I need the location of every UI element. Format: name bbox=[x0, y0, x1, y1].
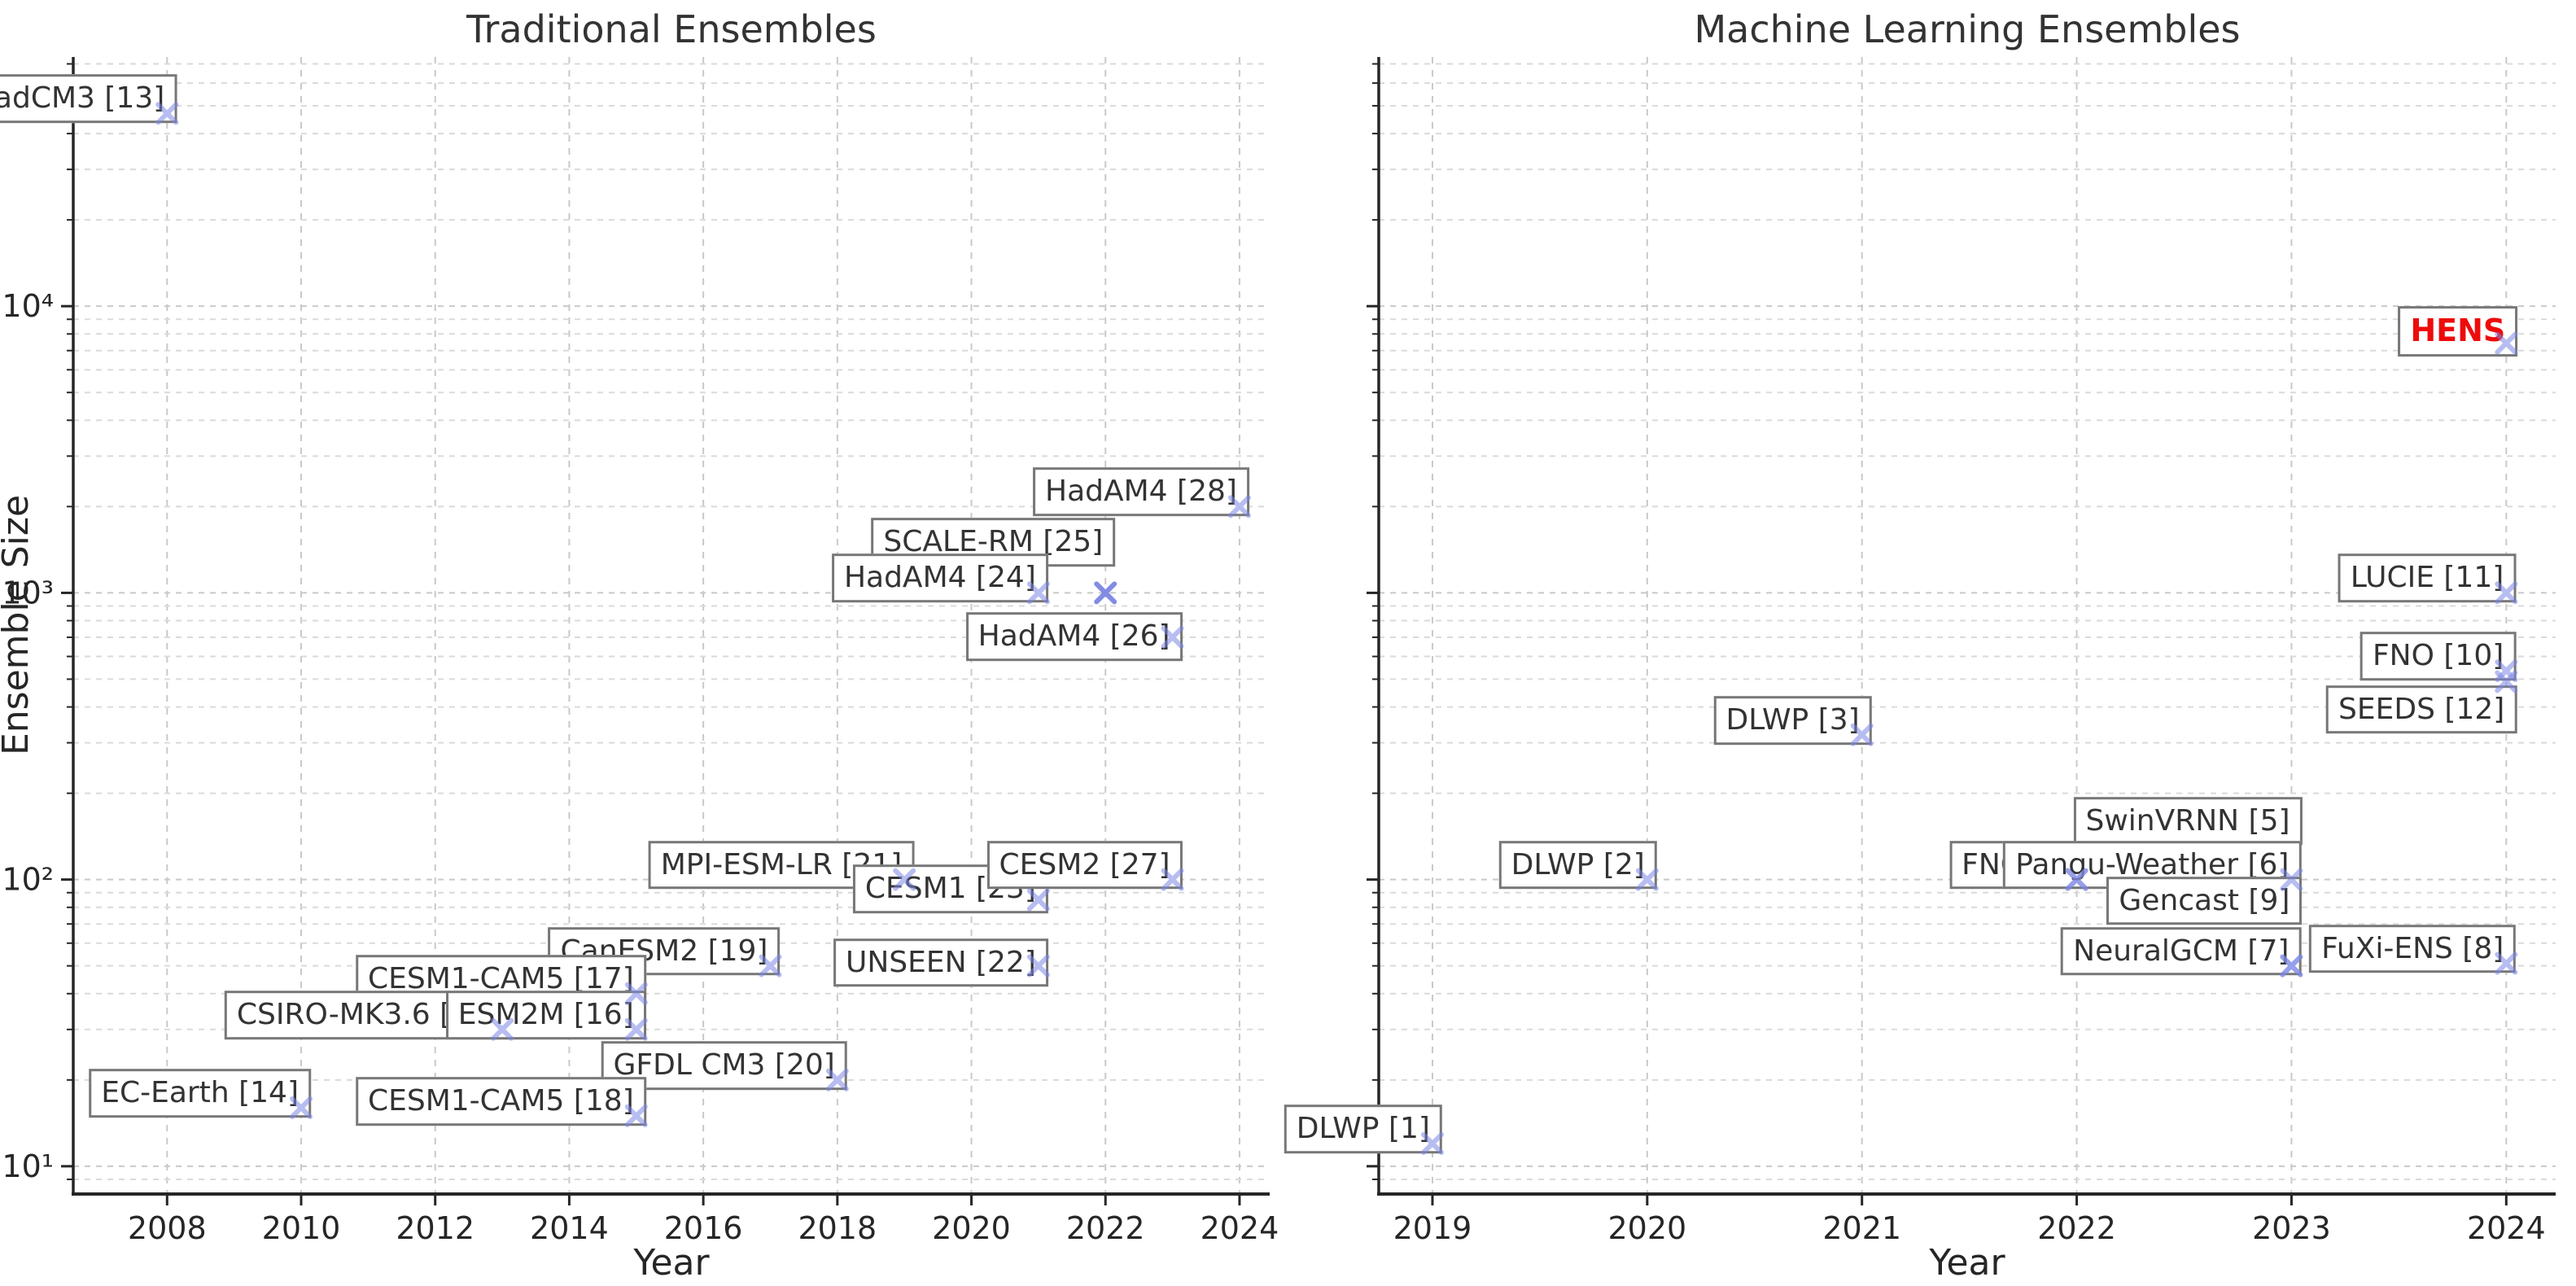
y-axis-label: Ensemble Size bbox=[0, 495, 37, 755]
x-marker bbox=[155, 102, 179, 125]
x-tick-label: 2020 bbox=[932, 1210, 1011, 1246]
x-tick-label: 2023 bbox=[2252, 1210, 2331, 1246]
y-tick-label: 10³ bbox=[2, 575, 54, 610]
x-marker bbox=[290, 1096, 313, 1119]
x-marker bbox=[1420, 1131, 1444, 1155]
y-tick-label: 10² bbox=[2, 862, 54, 898]
x-marker bbox=[2495, 670, 2518, 693]
x-marker bbox=[1161, 868, 1184, 891]
x-tick-label: 2020 bbox=[1607, 1210, 1686, 1246]
right-panel-title: Machine Learning Ensembles bbox=[1694, 7, 2240, 51]
x-tick-label: 2024 bbox=[1201, 1210, 1279, 1246]
y-tick-label: 10¹ bbox=[2, 1148, 54, 1184]
right-x-axis-label: Year bbox=[1928, 1242, 2005, 1284]
x-tick-label: 2018 bbox=[798, 1210, 877, 1246]
x-marker bbox=[2495, 951, 2518, 975]
tick-label-layer: 2008 2010 2012 2014 2016 2018 2020 2022 2024 2019… bbox=[2, 288, 2545, 1246]
x-tick-label: 2024 bbox=[2467, 1210, 2546, 1246]
left-x-axis-label: Year bbox=[632, 1242, 710, 1284]
x-marker bbox=[491, 1017, 514, 1041]
x-marker bbox=[759, 954, 782, 978]
x-marker bbox=[624, 1017, 648, 1041]
x-tick-label: 2010 bbox=[262, 1210, 341, 1246]
x-marker bbox=[2065, 868, 2088, 891]
x-marker bbox=[2280, 868, 2303, 891]
x-tick-label: 2014 bbox=[530, 1210, 609, 1246]
x-marker bbox=[1094, 581, 1117, 605]
x-marker bbox=[2495, 581, 2518, 605]
x-marker bbox=[1850, 723, 1874, 746]
x-tick-label: 2016 bbox=[664, 1210, 743, 1246]
x-tick-label: 2022 bbox=[1066, 1210, 1145, 1246]
x-marker bbox=[2280, 954, 2303, 978]
x-marker bbox=[624, 1104, 648, 1127]
x-tick-label: 2012 bbox=[396, 1210, 475, 1246]
x-tick-label: 2022 bbox=[2037, 1210, 2116, 1246]
x-marker bbox=[1635, 868, 1659, 891]
x-marker bbox=[1227, 495, 1251, 518]
x-marker bbox=[624, 982, 648, 1005]
x-marker bbox=[1161, 625, 1184, 649]
x-marker bbox=[893, 868, 916, 891]
x-tick-label: 2019 bbox=[1393, 1210, 1472, 1246]
x-tick-label: 2021 bbox=[1822, 1210, 1901, 1246]
marker-layer bbox=[155, 102, 2518, 1155]
x-marker bbox=[2495, 331, 2518, 355]
x-tick-label: 2008 bbox=[128, 1210, 207, 1246]
x-marker bbox=[1026, 581, 1050, 605]
left-panel-title: Traditional Ensembles bbox=[466, 7, 877, 51]
axis-layer bbox=[61, 57, 2556, 1205]
x-marker bbox=[1026, 888, 1050, 912]
y-tick-label: 10⁴ bbox=[2, 288, 54, 324]
x-marker bbox=[1026, 954, 1050, 978]
x-marker bbox=[825, 1068, 849, 1091]
